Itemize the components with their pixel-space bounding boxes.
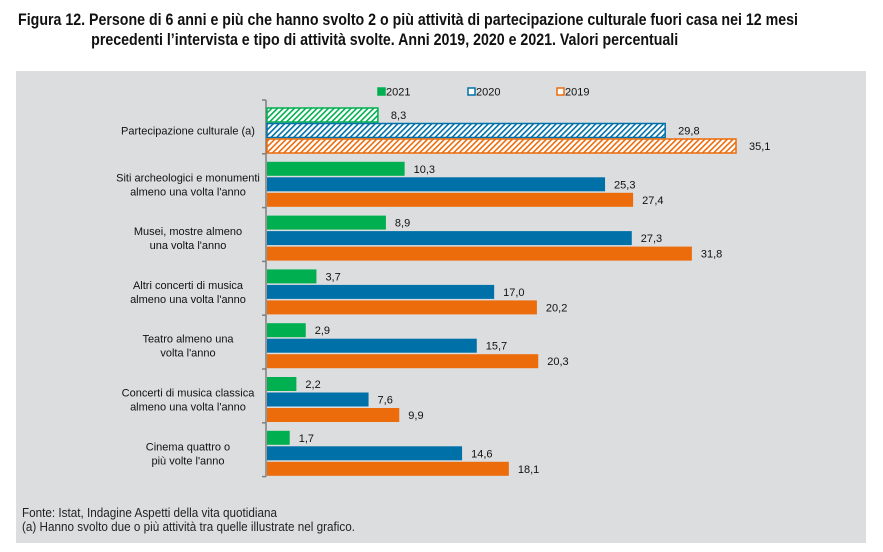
bar-2021 [267, 269, 317, 284]
data-label-2020: 17,0 [503, 287, 524, 299]
bar-2019 [266, 138, 737, 154]
figure-title: Figura 12. Persone di 6 anni e più che h… [0, 10, 798, 50]
data-label-2021: 8,3 [391, 110, 406, 122]
legend-swatch-2020 [467, 87, 476, 96]
data-label-2020: 29,8 [678, 126, 699, 138]
bar-2021 [266, 107, 379, 123]
data-label-2019: 31,8 [701, 249, 722, 261]
category-label: Altri concerti di musica almeno una volta… [130, 280, 246, 306]
legend-label-2021: 2021 [386, 87, 410, 99]
category-label: Cinema quattro o più volte l'anno [146, 441, 230, 467]
category-label: Siti archeologici e monumenti almeno una … [116, 172, 260, 198]
category-label: Concerti di musica classica almeno una vo… [122, 388, 256, 414]
legend-swatch-2021 [377, 87, 386, 96]
bar-2020 [267, 231, 632, 246]
bar-2020 [267, 392, 369, 407]
footnote-a: (a) Hanno svolto due o più attività tra … [22, 519, 355, 534]
bar-2019 [267, 246, 692, 261]
data-label-2021: 2,9 [315, 325, 330, 337]
data-label-2019: 20,3 [547, 356, 568, 368]
data-label-2021: 10,3 [414, 164, 435, 176]
title-line-1: Figura 12. Persone di 6 anni e più che h… [18, 11, 798, 29]
legend-label-2020: 2020 [476, 87, 500, 99]
footer: Fonte: Istat, Indagine Aspetti della vit… [22, 506, 355, 534]
category-label: Musei, mostre almeno una volta l'anno [134, 226, 242, 252]
data-label-2019: 35,1 [749, 141, 770, 153]
category-label: Teatro almeno una volta l'anno [142, 334, 234, 360]
bar-2019 [267, 354, 539, 369]
bar-2021 [267, 161, 405, 176]
data-label-2019: 27,4 [642, 195, 663, 207]
bar-2020 [267, 338, 477, 353]
bar-2021 [267, 323, 306, 338]
bar-2020 [267, 177, 606, 192]
data-label-2021: 2,2 [305, 379, 320, 391]
data-label-2021: 3,7 [325, 271, 340, 283]
source-note: Fonte: Istat, Indagine Aspetti della vit… [22, 505, 277, 520]
data-label-2020: 14,6 [471, 448, 492, 460]
bar-2021 [267, 377, 297, 391]
bar-2021 [267, 430, 290, 445]
bar-2019 [267, 300, 537, 315]
bar-2020 [267, 284, 495, 299]
bar-2019 [267, 461, 509, 476]
data-label-2020: 15,7 [486, 341, 507, 353]
bar-2021 [267, 215, 386, 230]
bar-2020 [266, 122, 666, 139]
bar-2020 [267, 446, 463, 461]
bar-2019 [267, 192, 634, 207]
data-label-2020: 25,3 [614, 179, 635, 191]
bar-2019 [267, 408, 400, 422]
data-label-2019: 18,1 [518, 464, 539, 476]
data-label-2021: 1,7 [299, 433, 314, 445]
title-line-2: precedenti l’intervista e tipo di attivi… [91, 31, 679, 49]
data-label-2019: 20,2 [546, 302, 567, 314]
data-label-2021: 8,9 [395, 218, 410, 230]
legend-label-2019: 2019 [565, 87, 589, 99]
legend-swatch-2019 [556, 87, 565, 96]
category-label: Partecipazione culturale (a) [121, 126, 255, 138]
data-label-2019: 9,9 [408, 410, 423, 422]
data-label-2020: 7,6 [378, 395, 393, 407]
data-label-2020: 27,3 [641, 233, 662, 245]
